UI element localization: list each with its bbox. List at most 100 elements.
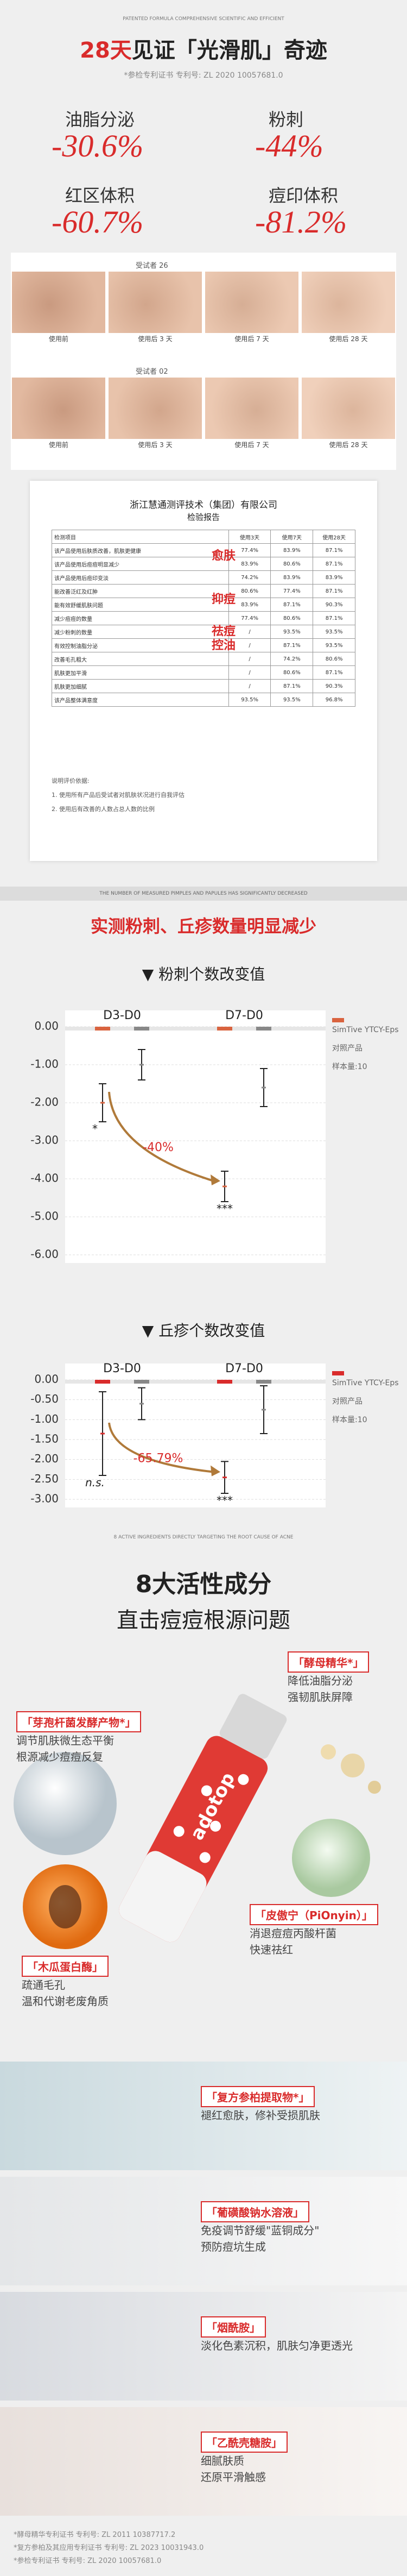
significance: n.s. [85,1476,105,1489]
arrow-head [211,1465,220,1477]
significance: *** [217,1202,233,1215]
legend-entry: 对照产品 [332,1397,363,1406]
y-tick-label: -2.00 [30,1452,59,1465]
table-cell: 该产品整体满意度 [52,693,229,707]
table-cell: 87.1% [313,611,355,625]
section-title: 实测粉刺、丘疹数量明显减少 [90,916,316,937]
zero-band [65,1380,326,1384]
x-tick-label: D3-D0 [103,1362,141,1375]
note: 说明评价依据: [52,777,90,784]
photo-label: 使用后 3 天 [109,333,202,345]
column-cap [134,1027,149,1031]
table-cell: 77.4% [270,584,314,598]
table-row: 减少粉刺的数量/93.5% 93.5% [52,625,355,639]
ingredient-desc: 褪红愈肤，修补受损肌肤 [201,2109,320,2122]
stat-value: -44% [255,128,323,164]
stat-value: -60.7% [52,204,144,240]
ingredients-subtitle: 直击痘痘根源问题 [117,1608,290,1633]
product-tube: adotop [119,1694,287,1943]
table-cell: 77.4% [228,611,271,625]
error-bar [138,1049,145,1080]
photo: 使用前 [12,272,105,345]
table-cell: 肌肤更加细腻 [52,679,229,693]
footnotes: *酵母精华专利证书 专利号: ZL 2011 10387717.2 *复方参柏及… [14,2529,204,2568]
ingredient-desc: 淡化色素沉积，肌肤匀净更透光 [201,2339,353,2352]
table-row: 能改善泛红及红肿 80.6% 77.4% 87.1% [52,584,355,598]
ingredient: 「葡磺酸钠水溶液」 免疫调节舒缓"蓝铜成分" 预防痘坑生成 [201,2201,319,2255]
stat-label: 油脂分泌 [65,109,135,130]
table-head-cell: 使用3天 [228,530,271,544]
footnote: *参检专利证书 专利号: ZL 2020 10057681.0 [14,2557,162,2565]
photo: 使用前 [12,378,105,451]
error-bar [221,1461,228,1494]
droplet [321,1744,336,1760]
table-cell: 93.5% [270,693,314,707]
plot-area [65,1364,326,1507]
report-tag: 愈肤 [212,549,236,563]
tube-cap [219,1694,287,1759]
table-row: 有效控制油脂分泌/87.1% 93.5% [52,638,355,652]
legend-entry: SimTive YTCY-Eps [332,1026,399,1034]
table-cell: 80.6% [270,557,314,571]
plot-area [65,1010,326,1263]
legend-swatch [332,1371,344,1375]
y-tick-label: -1.00 [30,1058,59,1071]
column-cap [95,1380,110,1384]
ingredient-desc: 细腻肤质 [201,2454,244,2467]
photo-label: 使用前 [12,333,105,345]
error-bar [138,1387,145,1421]
table-cell: 96.8% [313,693,355,707]
table-cell: 该产品使用后痘痘明显减少 [52,557,229,571]
report-table: 检测项目 使用3天 使用7天 使用28天 该产品使用后肤质改善，肌肤更健康 77.4% 83… [52,530,355,707]
table-cell: / [228,679,271,693]
featured-ingredient: 「酵母精华*」 降低油脂分泌 强韧肌肤屏障 [288,1651,370,1705]
report-company: 浙江慧通测评技术（集团）有限公司 [130,500,277,511]
report-tag: 祛痘控油 [212,625,236,652]
table-header: 检测项目 使用3天 使用7天 使用28天 [52,530,355,544]
featured-ingredient: 「皮傲宁（PiOnyin）」 消退痘痘丙酸杆菌 快速祛红 [250,1904,378,1958]
stat-label: 红区体积 [65,185,135,206]
trend-arrow [108,1091,214,1182]
significance: *** [217,1494,233,1507]
y-tick-label: 0.00 [34,1373,59,1386]
table-cell: 87.1% [270,679,314,693]
error-bar [99,1083,106,1122]
photo-label: 使用后 7 天 [205,333,298,345]
table-cell: 80.6% [270,611,314,625]
table-cell: 87.1% [270,598,314,612]
table-cell: 93.5% [313,625,355,639]
report: 浙江慧通测评技术（集团）有限公司 检验报告 检测项目 使用3天 使用7天 使用28天该… [30,481,377,861]
ingredient-desc: 疏通毛孔 [22,1978,65,1991]
y-tick-label: -2.00 [30,1096,59,1109]
table-head-cell: 使用28天 [313,530,355,544]
table-cell: 减少痘痘的数量 [52,611,229,625]
table-cell: 80.6% [313,652,355,666]
table-cell: / [228,652,271,666]
table-cell: 74.2% [270,652,314,666]
ingredient: 「烟酰胺」 淡化色素沉积，肌肤匀净更透光 [201,2316,353,2354]
ingredient-desc: 降低油脂分泌 [288,1674,353,1687]
note: 2. 使用后有改善的人数占总人数的比例 [52,806,155,813]
ingredient-desc: 温和代谢老废角质 [22,1995,109,2008]
photo-label: 使用后 7 天 [205,439,298,451]
y-tick-label: -1.00 [30,1412,59,1425]
ingredient-name: 「复方参柏提取物*」 [201,2086,315,2107]
table-cell: 74.2% [228,570,271,585]
featured-ingredient: 「木瓜蛋白酶」 疏通毛孔 温和代谢老废角质 [22,1956,109,2009]
subject-name: 受试者 02 [136,368,168,376]
table-head-cell: 检测项目 [52,530,229,544]
table-cell: 有效控制油脂分泌 [52,638,229,652]
droplet [368,1781,381,1794]
title-text: 见证「光滑肌」奇迹 [131,38,327,63]
table-row: 减少痘痘的数量 77.4% 80.6% 87.1% [52,611,355,625]
y-tick-label: -5.00 [30,1210,59,1223]
x-tick-label: D7-D0 [225,1009,263,1022]
y-tick-label: -1.50 [30,1432,59,1446]
table-cell: 83.9% [270,543,314,557]
table-cell: 肌肤更加平滑 [52,665,229,680]
papaya-seeds [49,1885,81,1928]
ingredient-image [0,2062,407,2170]
zero-band [65,1027,326,1031]
table-cell: 该产品使用后肤质改善，肌肤更健康 [52,543,229,557]
table-cell: 87.1% [313,543,355,557]
